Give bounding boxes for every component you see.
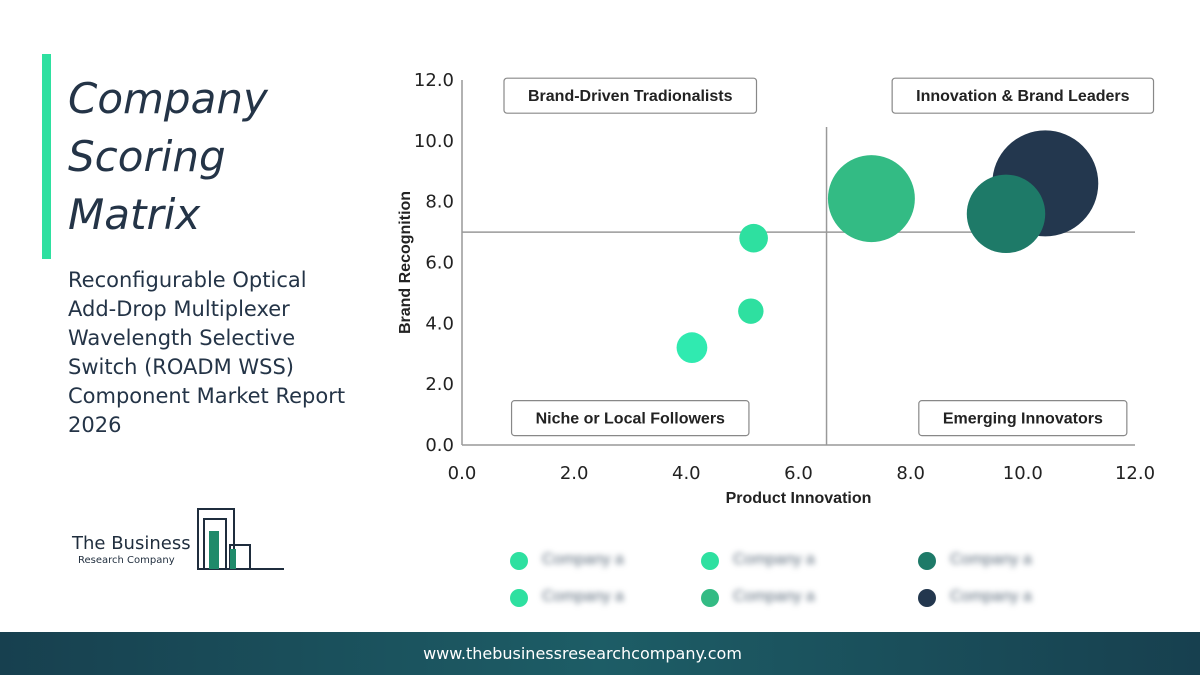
logo-subtitle: Research Company — [78, 555, 175, 566]
x-tick-label: 6.0 — [784, 463, 813, 484]
quadrant-label: Brand-Driven Tradionalists — [503, 77, 758, 114]
y-tick-label: 4.0 — [425, 313, 454, 334]
data-points — [676, 130, 1099, 364]
legend-label: Company a — [733, 588, 815, 605]
company-logo[interactable]: The Business Research Company — [70, 505, 290, 575]
page-subtitle: Reconfigurable Optical Add-Drop Multiple… — [68, 268, 346, 437]
quadrant-label-box — [510, 400, 750, 437]
y-axis-label: Brand Recognition — [397, 191, 414, 334]
y-tick-label: 12.0 — [414, 70, 454, 91]
x-axis-ticks: 0.0 2.0 4.0 6.0 8.0 10.0 12.0 — [448, 463, 1155, 484]
x-tick-label: 0.0 — [448, 463, 477, 484]
y-tick-label: 8.0 — [425, 192, 454, 213]
legend-swatch — [701, 552, 719, 570]
quadrant-label-text: Niche or Local Followers — [536, 411, 725, 428]
bubble-point — [739, 223, 768, 253]
bar-chart-buildings-icon — [197, 508, 284, 570]
page-title: Company Scoring Matrix — [68, 74, 268, 239]
x-tick-label: 4.0 — [672, 463, 701, 484]
x-tick-label: 12.0 — [1115, 463, 1155, 484]
legend-swatch — [701, 589, 719, 607]
y-tick-label: 2.0 — [425, 374, 454, 395]
bubble-point — [738, 298, 764, 324]
y-tick-label: 0.0 — [425, 435, 454, 456]
legend-label: Company a — [950, 588, 1032, 605]
bubble-point — [827, 155, 915, 243]
legend-swatch — [918, 552, 936, 570]
quadrant-label-box — [503, 77, 758, 114]
quadrant-label-text: Emerging Innovators — [943, 411, 1103, 428]
legend-swatch — [918, 589, 936, 607]
quadrant-label-box — [918, 400, 1128, 437]
footer-url[interactable]: www.thebusinessresearchcompany.com — [423, 644, 742, 663]
bubble-point — [676, 332, 708, 364]
y-tick-label: 6.0 — [425, 253, 454, 274]
legend-label: Company a — [542, 588, 624, 605]
quadrant-label: Niche or Local Followers — [510, 400, 750, 437]
x-tick-label: 2.0 — [560, 463, 589, 484]
bubble-point — [966, 174, 1046, 254]
legend-label: Company a — [950, 551, 1032, 568]
legend-swatch — [510, 589, 528, 607]
y-tick-label: 10.0 — [414, 131, 454, 152]
quadrant-label-text: Innovation & Brand Leaders — [916, 88, 1129, 105]
legend-label: Company a — [542, 551, 624, 568]
y-axis-ticks: 0.0 2.0 4.0 6.0 8.0 10.0 12.0 — [414, 70, 454, 456]
legend-swatch — [510, 552, 528, 570]
accent-bar — [42, 54, 51, 259]
x-tick-label: 8.0 — [896, 463, 925, 484]
x-tick-label: 10.0 — [1003, 463, 1043, 484]
quadrant-label-text: Brand-Driven Tradionalists — [528, 88, 733, 105]
legend-label: Company a — [733, 551, 815, 568]
quadrant-label: Emerging Innovators — [918, 400, 1128, 437]
quadrant-labels: Brand-Driven Tradionalists Innovation & B… — [503, 77, 1155, 437]
footer-bar: www.thebusinessresearchcompany.com — [0, 632, 1200, 675]
quadrant-label-box — [891, 77, 1155, 114]
scoring-matrix-chart: 0.0 2.0 4.0 6.0 8.0 10.0 12.0 0.0 2.0 4.0 6.0 8.0 1… — [397, 70, 1155, 507]
quadrant-label: Innovation & Brand Leaders — [891, 77, 1155, 114]
chart-legend: Company a Company a Company a Company a Comp… — [500, 538, 1060, 610]
x-axis-label: Product Innovation — [726, 490, 872, 507]
logo-name: The Business — [72, 533, 193, 554]
